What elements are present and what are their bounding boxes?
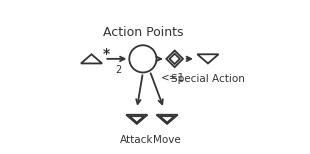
Polygon shape (160, 116, 175, 123)
Polygon shape (126, 115, 148, 124)
Polygon shape (170, 54, 180, 64)
Text: *: * (103, 47, 110, 61)
Text: Attack: Attack (120, 135, 153, 145)
Polygon shape (81, 54, 102, 63)
Polygon shape (197, 54, 219, 63)
Polygon shape (166, 51, 183, 67)
Text: Action Points: Action Points (103, 26, 183, 39)
Text: Move: Move (153, 135, 181, 145)
Text: <=1: <=1 (161, 73, 185, 83)
Polygon shape (157, 115, 178, 124)
Text: 2: 2 (115, 65, 122, 75)
Circle shape (129, 45, 157, 73)
Polygon shape (130, 116, 144, 123)
Text: Special Action: Special Action (171, 74, 245, 84)
